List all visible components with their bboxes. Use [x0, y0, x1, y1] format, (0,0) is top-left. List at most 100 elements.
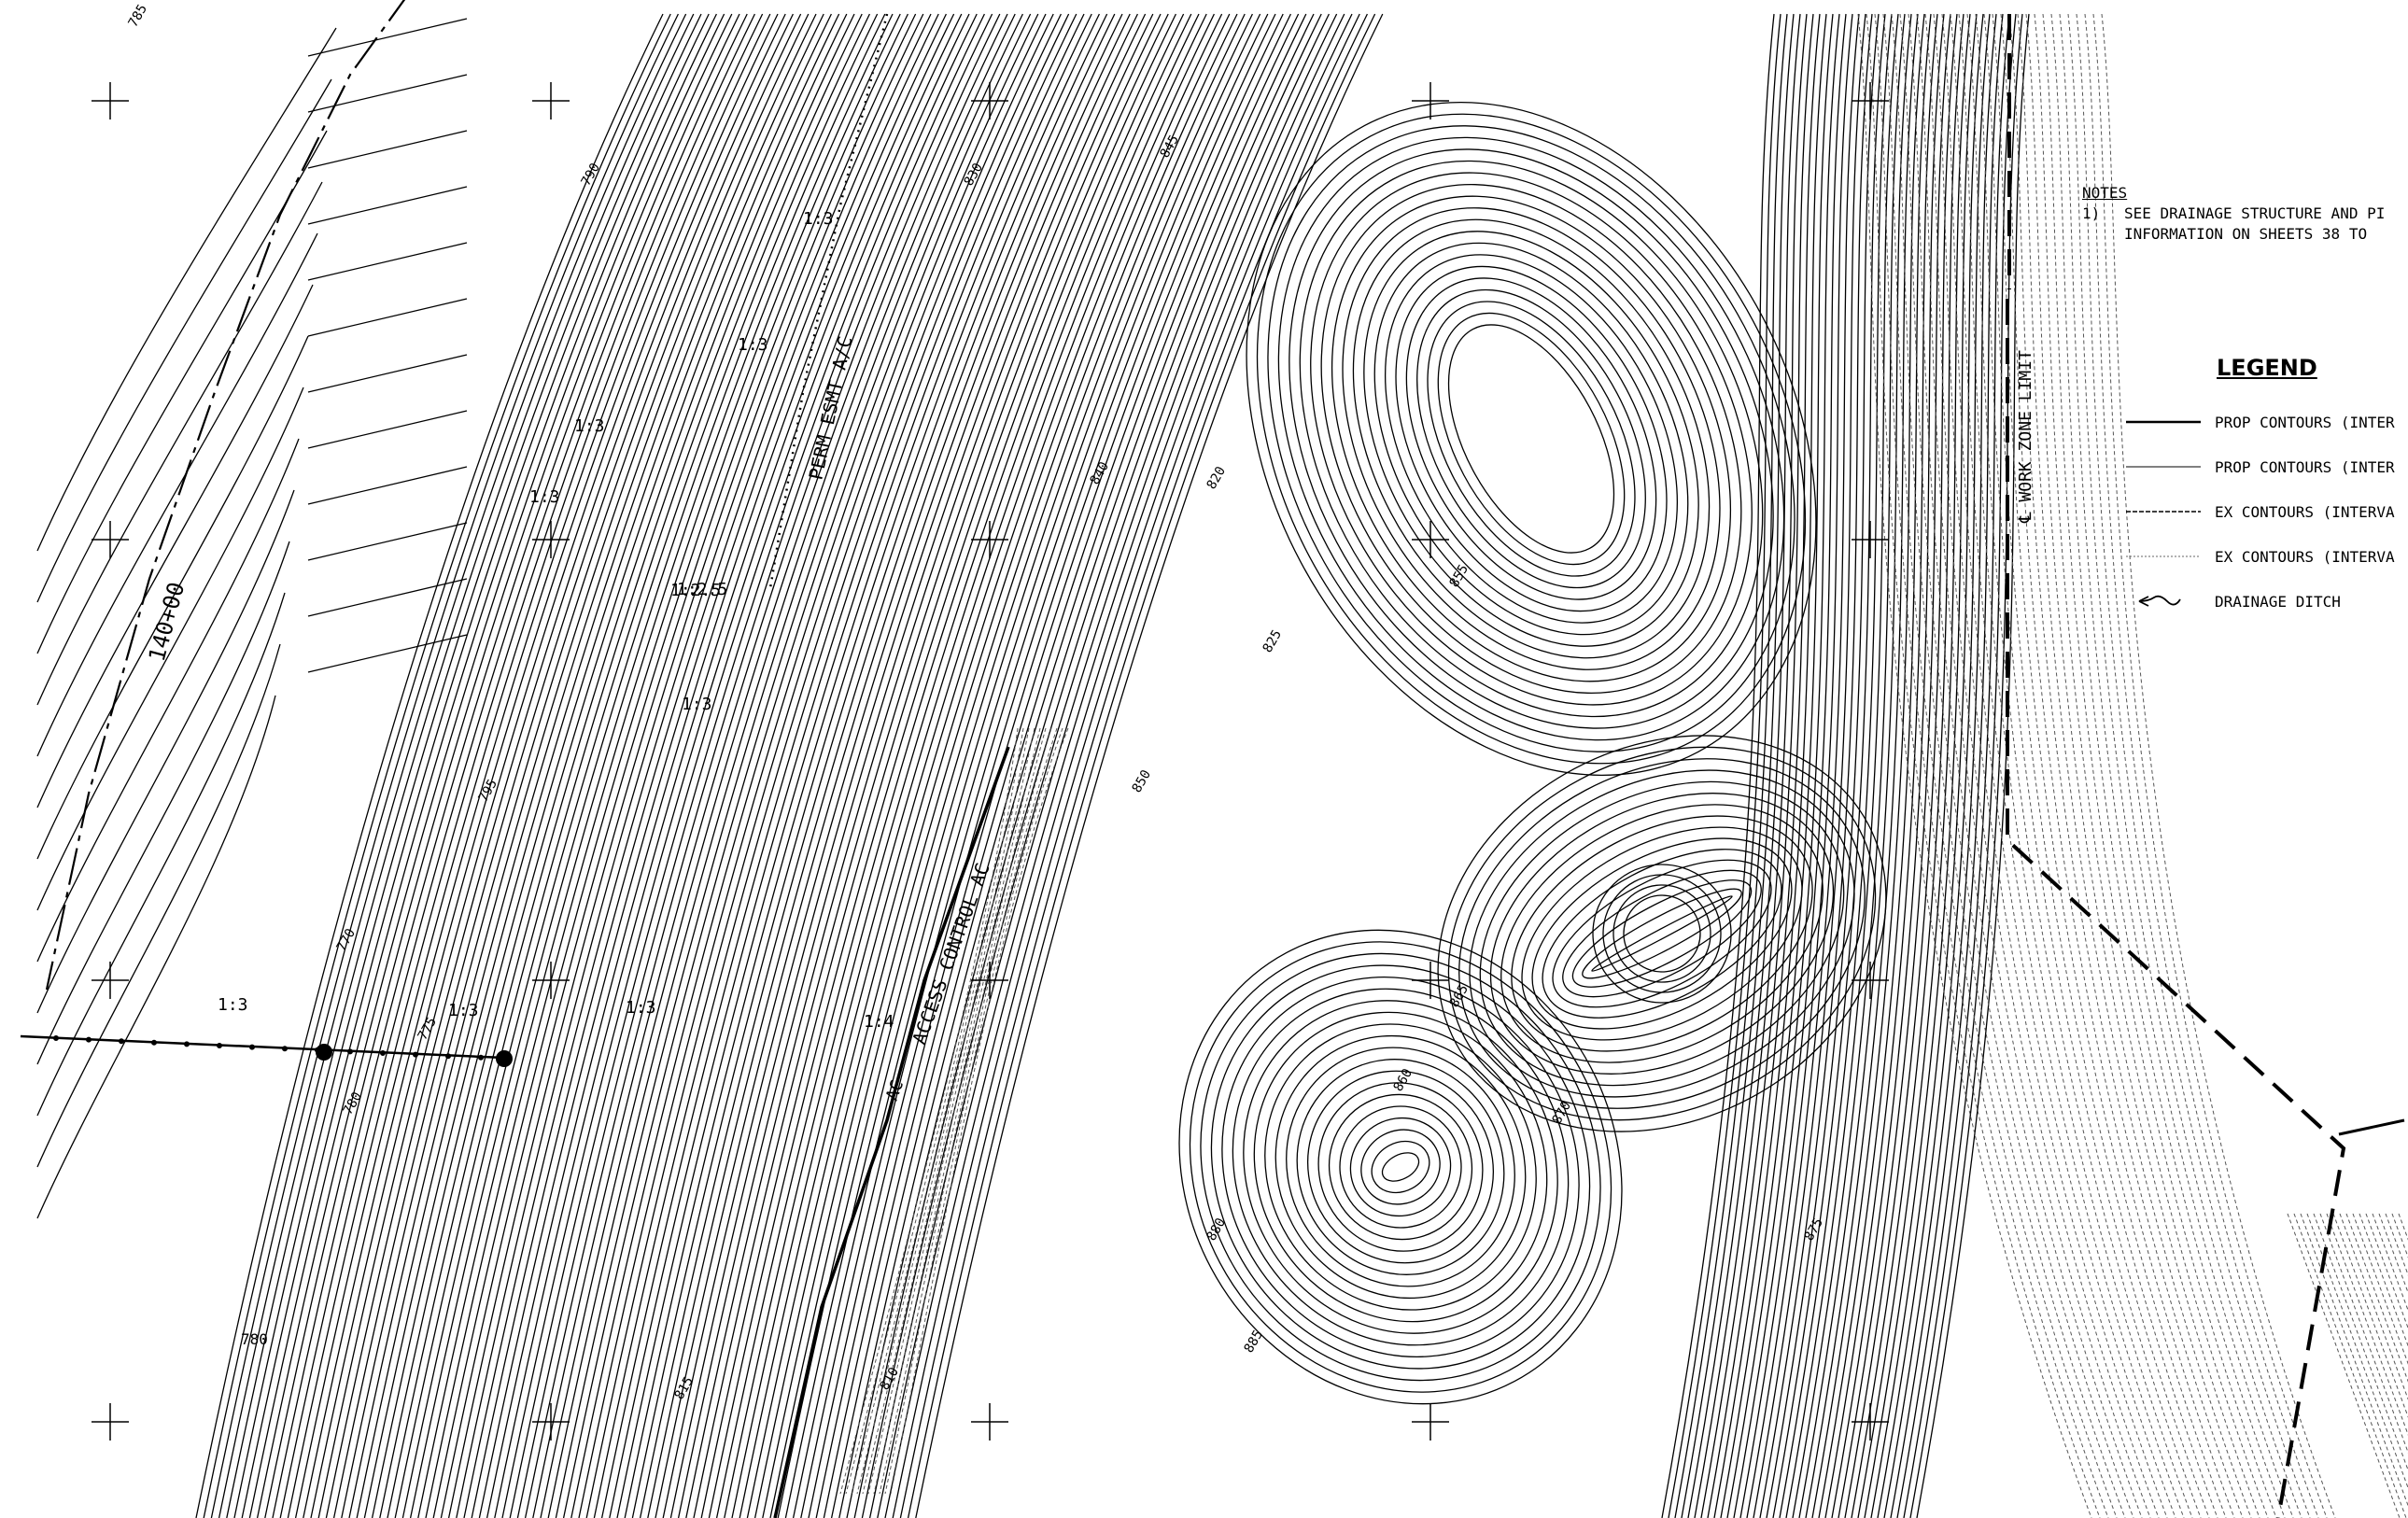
contour-line [248, 13, 717, 1518]
contour-line [1371, 1140, 1430, 1194]
contour-line [555, 13, 1023, 1518]
contour-line [440, 13, 908, 1518]
contour-line [1759, 13, 1873, 1518]
contour-line [294, 13, 764, 1518]
existing-contour [2101, 13, 2336, 1518]
contour-line [540, 13, 1008, 1518]
contour-line [784, 13, 1253, 1518]
existing-contour [2084, 13, 2319, 1518]
contour-elevation-label: 825 [1260, 627, 1286, 655]
existing-contour [1899, 13, 2134, 1518]
legend-title: LEGEND [2217, 355, 2317, 381]
contour-line [36, 78, 332, 603]
contour-line [36, 335, 309, 860]
existing-contour [2359, 1213, 2408, 1347]
slope-label: 1:3 [529, 487, 560, 507]
contour-line [1857, 13, 1971, 1518]
contour-line [1785, 13, 1899, 1518]
contour-line [669, 13, 1138, 1518]
contour-line [516, 13, 985, 1518]
existing-contour [884, 727, 1063, 1495]
contour-line [1489, 793, 1835, 1075]
contour-line [307, 354, 468, 393]
right-of-way-line [2338, 1118, 2405, 1136]
contour-line [777, 13, 1246, 1518]
existing-contour [1966, 13, 2202, 1518]
contour-line [307, 410, 468, 449]
contour-line [432, 13, 901, 1518]
existing-contour [2042, 13, 2277, 1518]
contour-line [769, 13, 1238, 1518]
contour-line [1200, 952, 1601, 1382]
contour-line [1264, 1023, 1537, 1311]
contour-line [1286, 1047, 1515, 1287]
contour-line [1458, 758, 1866, 1109]
grid-crosshair [92, 82, 129, 119]
slope-label: 1:2.5 [670, 581, 721, 600]
existing-contour [2319, 1213, 2408, 1454]
contour-line [915, 13, 1384, 1518]
contour-line [685, 13, 1154, 1518]
existing-contour [1882, 13, 2118, 1518]
contour-line [203, 13, 671, 1518]
contour-line [1531, 837, 1793, 1030]
contour-line [655, 13, 1123, 1518]
contour-elevation-label: 850 [1130, 767, 1155, 795]
grid-crosshair [1852, 521, 1889, 558]
note-item: 1) SEE DRAINAGE STRUCTURE AND PI INFORMA… [2082, 204, 2400, 245]
grid-crosshair [532, 1403, 570, 1441]
grid-crosshair [1852, 1403, 1889, 1441]
contour-line [1582, 888, 1742, 979]
contour-line [307, 242, 468, 281]
existing-contour [2050, 13, 2286, 1518]
contour-line [1437, 312, 1626, 566]
contour-line [1310, 172, 1753, 706]
contour-line [307, 522, 468, 561]
contour-elevation-label: 830 [962, 161, 987, 189]
contour-elevation-label: 820 [1204, 464, 1230, 492]
contour-line [1591, 895, 1733, 972]
contour-line [1246, 101, 1817, 777]
existing-contour [862, 727, 1041, 1495]
contour-line [861, 13, 1330, 1518]
legend-item-ex-contour-major: EX CONTOURS (INTERVA [2112, 489, 2408, 534]
contour-line [693, 13, 1162, 1518]
contour-line [624, 13, 1092, 1518]
contour-line [1592, 864, 1732, 1004]
existing-contour [2067, 13, 2302, 1518]
slope-label: 1:3 [626, 998, 656, 1018]
contour-line [1870, 13, 1984, 1518]
easement-line [768, 13, 889, 589]
contour-line [401, 13, 870, 1518]
contour-line [1500, 804, 1824, 1063]
contour-line [830, 13, 1300, 1518]
contour-line [808, 13, 1276, 1518]
existing-contour [2076, 13, 2311, 1518]
contour-line [1838, 13, 1951, 1518]
slope-label: 1:4 [864, 1012, 894, 1032]
existing-contour [1941, 13, 2176, 1518]
contour-line [731, 13, 1200, 1518]
legend-item-prop-contour-minor: PROP CONTOURS (INTER [2112, 444, 2408, 489]
existing-contour [1857, 13, 2092, 1518]
contour-line [677, 13, 1147, 1518]
existing-contour [1992, 13, 2227, 1518]
contour-line [762, 13, 1231, 1518]
contour-line [1288, 148, 1774, 729]
existing-contour [2365, 1213, 2408, 1329]
contour-line [36, 541, 290, 1065]
contour-line [739, 13, 1207, 1518]
contour-line [1416, 288, 1646, 589]
contour-elevation-label: 810 [878, 1365, 903, 1393]
grid-crosshair [971, 82, 1008, 119]
contour-line [379, 13, 848, 1518]
contour-line [1299, 160, 1764, 718]
contour-line [600, 13, 1070, 1518]
contour-line [1320, 183, 1742, 695]
legend-label: EX CONTOURS (INTERVA [2215, 547, 2395, 566]
contour-line [1296, 1059, 1505, 1275]
contour-line [1277, 136, 1785, 741]
legend-item-ex-contour-minor: EX CONTOURS (INTERVA [2112, 534, 2408, 579]
contour-line [1916, 13, 2030, 1518]
